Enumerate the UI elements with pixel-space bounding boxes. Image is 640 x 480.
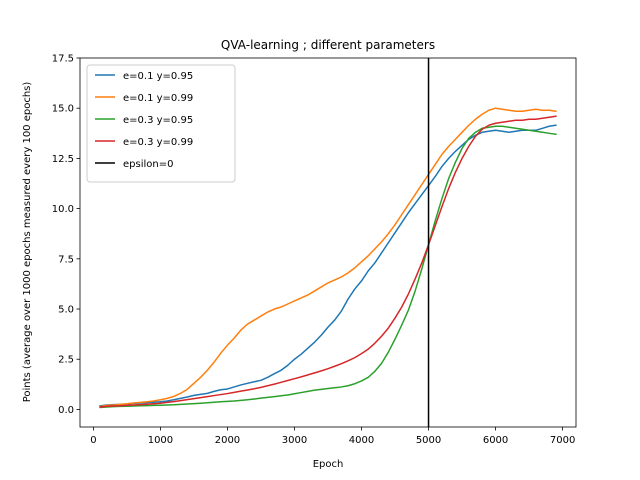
x-axis: 0 1000 2000 3000 4000 5000 6000 7000 (90, 427, 575, 446)
series-line-3 (99, 125, 557, 409)
y-tick-label: 5.0 (58, 305, 74, 316)
y-tick-label: 12.5 (52, 154, 74, 165)
axes-frame (79, 57, 577, 428)
y-tick-label: 2.5 (58, 355, 74, 366)
x-tick-label: 1000 (148, 435, 173, 446)
y-axis: 0.0 2.5 5.0 7.5 10.0 12.5 15.0 17.5 (52, 54, 80, 416)
series-line-4 (99, 115, 557, 408)
legend-box (86, 64, 236, 183)
legend-label: e=0.1 y=0.99 (123, 93, 193, 104)
x-axis-label: Epoch (313, 459, 344, 470)
y-tick-label: 17.5 (52, 54, 74, 65)
y-axis-label: Points (average over 1000 epochs measure… (22, 82, 33, 403)
x-tick-label: 0 (90, 435, 96, 446)
chart-title: QVA-learning ; different parameters (221, 38, 435, 52)
x-tick-label: 5000 (416, 435, 441, 446)
x-tick-label: 6000 (483, 435, 508, 446)
x-tick-label: 3000 (282, 435, 307, 446)
y-tick-label: 15.0 (52, 104, 74, 115)
x-tick-label: 2000 (215, 435, 240, 446)
legend: e=0.1 y=0.95 e=0.1 y=0.99 e=0.3 y=0.95 e=0.… (86, 64, 236, 183)
legend-label: e=0.3 y=0.95 (123, 115, 193, 126)
y-tick-label: 10.0 (52, 204, 74, 215)
legend-label: e=0.1 y=0.95 (123, 71, 193, 82)
legend-label: e=0.3 y=0.99 (123, 137, 193, 148)
series-line-1 (99, 124, 557, 407)
x-tick-label: 7000 (550, 435, 575, 446)
series-line-2 (99, 107, 557, 408)
y-tick-label: 0.0 (58, 405, 74, 416)
plot-area: 0 1000 2000 3000 4000 5000 6000 7000 0.0 2.5 5.0 7… (52, 54, 577, 446)
series-lines (99, 107, 557, 409)
y-tick-label: 7.5 (58, 254, 74, 265)
legend-label: epsilon=0 (123, 159, 173, 170)
x-tick-label: 4000 (349, 435, 374, 446)
